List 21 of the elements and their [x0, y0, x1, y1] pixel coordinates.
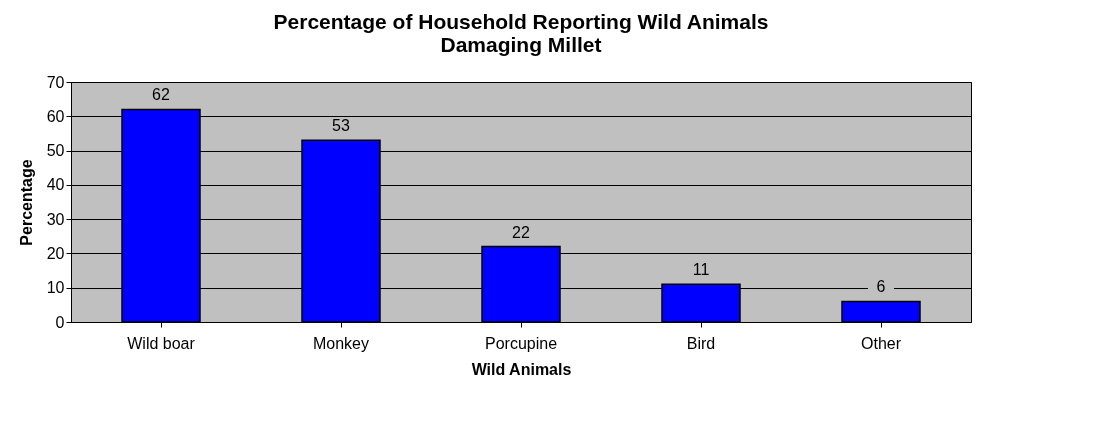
- x-tick-label: Monkey: [312, 334, 370, 352]
- y-tick-label: 30: [46, 210, 65, 228]
- x-tick-label: Other: [860, 334, 902, 352]
- y-tick-label: 60: [46, 107, 65, 125]
- y-tick-label: 50: [46, 142, 65, 160]
- data-label: 6: [876, 278, 886, 296]
- data-label: 62: [152, 86, 170, 104]
- x-axis-title: Wild Animals: [471, 360, 572, 378]
- data-label: 53: [332, 117, 350, 135]
- y-tick-label: 40: [46, 176, 65, 194]
- data-label: 11: [692, 261, 710, 279]
- y-axis-title: Percentage: [17, 159, 35, 246]
- x-tick-label: Wild boar: [127, 334, 196, 352]
- y-tick-label: 70: [46, 73, 65, 91]
- chart-title: Percentage of Household Reporting Wild Animals Damaging Millet: [273, 10, 769, 56]
- y-tick-label: 10: [46, 279, 65, 297]
- data-label: 22: [512, 223, 530, 241]
- x-tick-label: Porcupine: [484, 334, 558, 352]
- x-tick-label: Bird: [686, 334, 716, 352]
- y-tick-label: 20: [46, 244, 65, 262]
- y-tick-label: 0: [55, 313, 65, 331]
